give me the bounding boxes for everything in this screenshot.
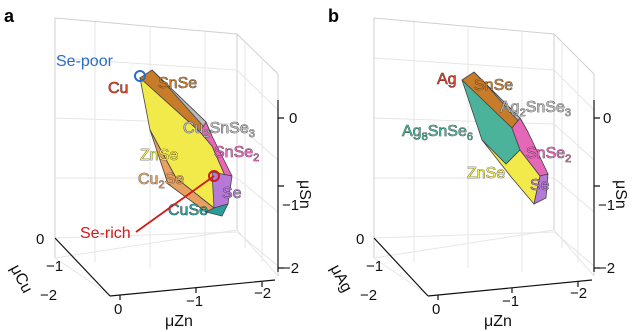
panel-a-z-tick-2: −2	[282, 260, 299, 277]
panel-a-x-tick-0: 0	[114, 301, 122, 318]
label-se: Se	[222, 185, 242, 202]
panel-a-x-tick-2: −2	[254, 285, 271, 302]
label-cu2se-tail: Se	[165, 171, 185, 188]
panel-a-polyhedron	[139, 69, 233, 217]
face-se-b	[533, 173, 549, 205]
panel-b-x-title: μZn	[484, 313, 512, 330]
face-cuse	[204, 203, 229, 217]
panel-b: b Ag SnSe Ag2SnSe3 Ag8SnSe6 SnSe2 ZnSe S…	[326, 6, 629, 330]
label-ag8snse6-mid: SnSe	[428, 123, 467, 140]
label-snse2-b-main: SnSe	[526, 145, 565, 162]
se-rich-leader	[135, 175, 215, 233]
label-cu2snse3-cu: Cu	[183, 120, 203, 137]
label-cu2se: Cu2Se	[138, 171, 184, 191]
panel-b-z-tick-2: −2	[598, 260, 615, 277]
panel-a: a Cu SnSe Cu2SnSe3 ZnSe SnSe2	[4, 6, 313, 330]
label-cu2snse3-sub1: 2	[203, 128, 209, 140]
label-ag8snse6-sub2: 6	[467, 131, 473, 143]
panel-a-z-title: μSn	[296, 180, 313, 209]
label-snse2-b-sub: 2	[565, 153, 571, 165]
panel-b-z-tick-1: −1	[598, 197, 615, 214]
panel-b-y-tick-0: 0	[356, 231, 364, 248]
panel-a-axes	[54, 100, 284, 300]
label-cu: Cu	[108, 80, 128, 97]
se-rich-marker	[208, 170, 220, 182]
se-poor-marker	[134, 70, 146, 82]
label-cu2se-main: Cu	[138, 171, 158, 188]
label-ag2snse3: Ag2SnSe3	[500, 99, 571, 119]
panel-b-z-title: μSn	[612, 180, 629, 209]
panel-b-phase-labels: Ag SnSe Ag2SnSe3 Ag8SnSe6 SnSe2 ZnSe Se	[402, 71, 572, 195]
panel-b-z-tick-0: 0	[603, 110, 611, 127]
panel-a-y-title: μCu	[6, 262, 35, 296]
label-ag: Ag	[437, 71, 457, 88]
label-snse2: SnSe2	[214, 144, 259, 164]
panel-b-polyhedron	[461, 71, 549, 205]
panel-b-y-tick-2: −2	[360, 287, 377, 304]
panel-a-phase-labels: Cu SnSe Cu2SnSe3 ZnSe SnSe2 Cu2Se Se CuS…	[108, 75, 260, 220]
label-se-rich: Se-rich	[80, 225, 131, 242]
panel-b-letter: b	[328, 6, 339, 26]
label-cu2snse3-sub2: 3	[249, 128, 255, 140]
label-ag8snse6-ag: Ag	[402, 123, 422, 140]
label-snse2-b: SnSe2	[526, 145, 571, 165]
label-znse: ZnSe	[140, 147, 178, 164]
label-znse-b: ZnSe	[467, 165, 505, 182]
label-cu2se-sub: 2	[158, 179, 164, 191]
panel-b-x-tick-0: 0	[432, 301, 440, 318]
label-cu2snse3: Cu2SnSe3	[183, 120, 255, 140]
panel-b-axes	[373, 100, 600, 300]
panel-a-y-tick-1: −1	[46, 258, 63, 275]
panel-a-grid	[54, 17, 279, 296]
label-ag2snse3-mid: SnSe	[526, 99, 565, 116]
panel-b-y-tick-1: −1	[366, 258, 383, 275]
label-ag8snse6-sub1: 8	[422, 131, 428, 143]
label-snse: SnSe	[158, 75, 197, 92]
panel-a-x-title: μZn	[165, 313, 193, 330]
label-snse2-main: SnSe	[214, 144, 253, 161]
panel-a-x-tick-1: −1	[186, 293, 203, 310]
label-ag2snse3-ag: Ag	[500, 99, 520, 116]
label-ag2snse3-sub1: 2	[520, 107, 526, 119]
panel-a-letter: a	[4, 6, 15, 26]
label-snse2-sub: 2	[253, 152, 259, 164]
panel-b-grid	[373, 17, 595, 296]
label-snse-b: SnSe	[474, 77, 513, 94]
panel-a-z-tick-1: −1	[282, 197, 299, 214]
panel-a-y-tick-0: 0	[36, 231, 44, 248]
label-ag8snse6: Ag8SnSe6	[402, 123, 473, 143]
panel-b-x-tick-1: −1	[502, 293, 519, 310]
label-cu2snse3-mid: SnSe	[210, 120, 249, 137]
label-ag2snse3-sub2: 3	[565, 107, 571, 119]
label-se-b: Se	[530, 177, 550, 194]
panel-a-y-tick-2: −2	[40, 287, 57, 304]
panel-a-annotations: Se-poor Se-rich	[56, 53, 220, 242]
label-se-poor: Se-poor	[56, 53, 114, 70]
panel-a-z-tick-0: 0	[289, 110, 297, 127]
panel-b-x-tick-2: −2	[570, 285, 587, 302]
panel-b-y-title: μAg	[326, 262, 355, 295]
label-cuse: CuSe	[168, 202, 208, 219]
